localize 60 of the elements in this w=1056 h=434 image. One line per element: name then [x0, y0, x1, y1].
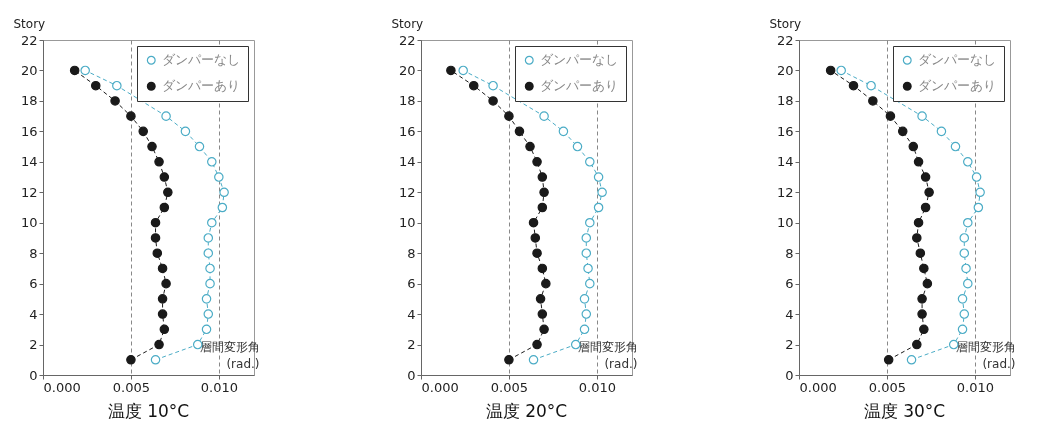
y-tick-label: 20 [776, 62, 794, 78]
x-axis-title: 層間変形角 (rad.) [955, 339, 1016, 371]
legend-label: ダンパーあり [917, 78, 996, 94]
legend-label: ダンパーなし [161, 52, 240, 68]
y-tick-label: 14 [20, 154, 38, 170]
x-tick-label: 0.000 [43, 379, 81, 395]
y-tick-label: 4 [785, 306, 794, 322]
text: 温度 30°C [863, 401, 946, 421]
y-tick-label: 18 [20, 93, 38, 109]
y-tick-label: 10 [776, 215, 794, 231]
y-tick-label: 6 [407, 276, 416, 292]
x-tick-label: 0.010 [200, 379, 238, 395]
x-tick-label: 0.005 [112, 379, 151, 395]
y-tick-label: 10 [20, 215, 38, 231]
y-tick-label: 8 [785, 245, 794, 261]
y-axis-title: Story [391, 16, 424, 31]
y-tick-label: 0 [407, 367, 416, 383]
y-tick-label: 22 [398, 32, 416, 48]
text: 温度 20°C [485, 401, 568, 421]
y-tick-label: 2 [407, 337, 416, 353]
legend-label: ダンパーあり [539, 78, 618, 94]
y-tick-label: 16 [398, 123, 416, 139]
x-tick-label: 0.010 [578, 379, 616, 395]
x-axis-title: 層間変形角 (rad.) [577, 339, 638, 371]
legend-label: ダンパーなし [539, 52, 618, 68]
y-axis-title: Story [13, 16, 46, 31]
y-tick-label: 18 [398, 93, 416, 109]
y-tick-label: 12 [20, 184, 38, 200]
legend-label: ダンパーなし [917, 52, 996, 68]
y-tick-label: 18 [776, 93, 794, 109]
x-axis-title: 層間変形角 (rad.) [199, 339, 260, 371]
text: 温度 10°C [107, 401, 190, 421]
y-tick-label: 4 [29, 306, 38, 322]
x-tick-label: 0.000 [799, 379, 837, 395]
x-tick-label: 0.005 [490, 379, 529, 395]
y-tick-label: 16 [776, 123, 794, 139]
y-tick-label: 6 [785, 276, 794, 292]
y-tick-label: 14 [398, 154, 416, 170]
y-tick-label: 2 [785, 337, 794, 353]
x-tick-label: 0.005 [868, 379, 907, 395]
x-tick-label: 0.000 [421, 379, 459, 395]
legend-label: ダンパーあり [161, 78, 240, 94]
x-tick-label: 0.010 [956, 379, 994, 395]
y-tick-label: 20 [20, 62, 38, 78]
y-axis-title: Story [769, 16, 802, 31]
y-tick-label: 2 [29, 337, 38, 353]
y-tick-label: 10 [398, 215, 416, 231]
y-tick-label: 8 [29, 245, 38, 261]
y-tick-label: 14 [776, 154, 794, 170]
y-tick-label: 0 [785, 367, 794, 383]
y-tick-label: 22 [776, 32, 794, 48]
y-tick-label: 22 [20, 32, 38, 48]
y-tick-label: 12 [776, 184, 794, 200]
y-tick-label: 0 [29, 367, 38, 383]
y-tick-label: 20 [398, 62, 416, 78]
y-tick-label: 8 [407, 245, 416, 261]
y-tick-label: 16 [20, 123, 38, 139]
y-tick-label: 12 [398, 184, 416, 200]
y-tick-label: 4 [407, 306, 416, 322]
y-tick-label: 6 [29, 276, 38, 292]
